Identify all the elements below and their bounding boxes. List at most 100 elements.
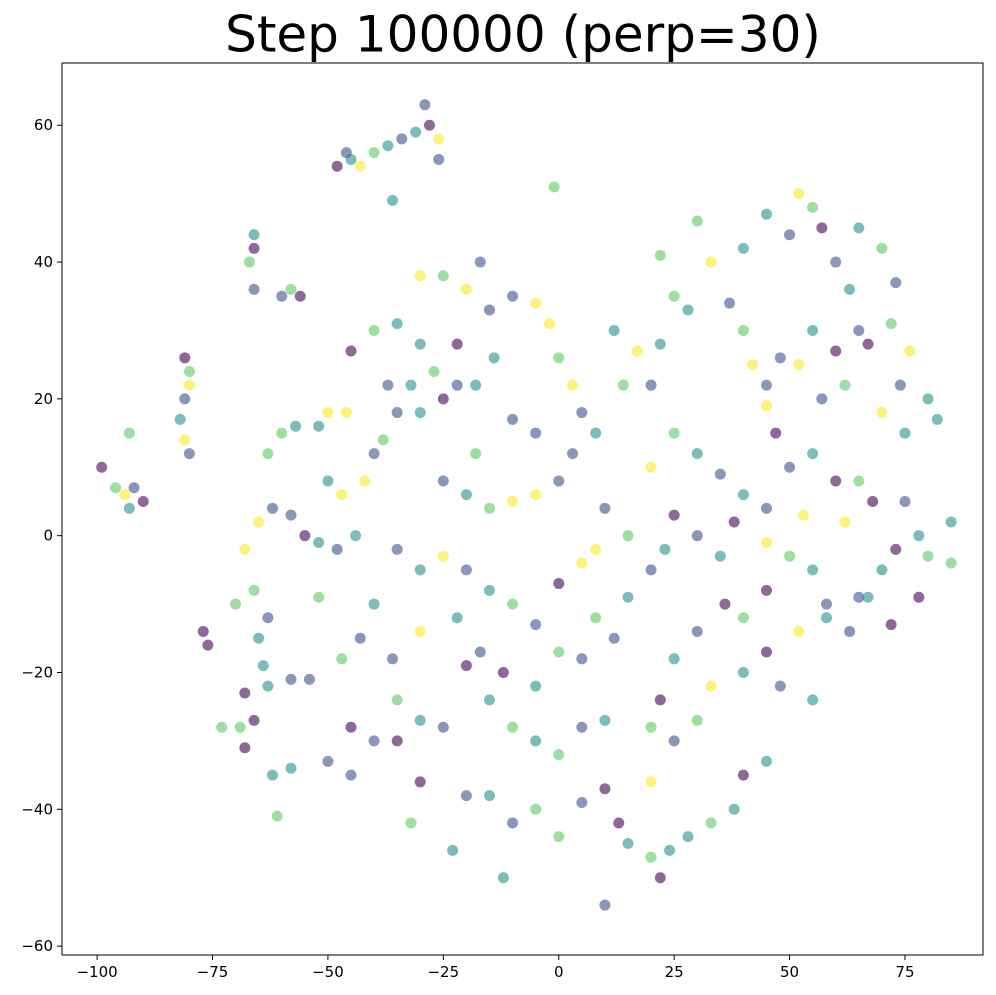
y-tick-label: 60 [34, 116, 53, 134]
point [622, 838, 634, 849]
point [414, 270, 426, 282]
point [645, 461, 657, 473]
point [230, 598, 242, 610]
x-tick-label: 25 [665, 963, 684, 981]
x-tick-label: −25 [427, 963, 459, 981]
point [262, 612, 274, 624]
point [234, 721, 246, 733]
point [202, 639, 214, 651]
point [483, 790, 495, 802]
point [839, 379, 851, 391]
point [807, 201, 819, 213]
point [271, 810, 283, 822]
point [507, 495, 519, 507]
point [507, 721, 519, 733]
point [507, 817, 519, 829]
point [945, 557, 957, 569]
point [460, 660, 472, 672]
point [368, 324, 380, 336]
point [345, 769, 357, 781]
point [899, 495, 911, 507]
point [668, 427, 680, 439]
point [248, 714, 260, 726]
point [654, 694, 666, 706]
point [599, 899, 611, 911]
point [784, 461, 796, 473]
point [257, 660, 269, 672]
point [645, 776, 657, 788]
point [567, 448, 579, 460]
point [391, 735, 403, 747]
plot-frame [61, 62, 984, 956]
point [391, 318, 403, 330]
point [340, 407, 352, 419]
point [248, 242, 260, 254]
point [931, 413, 943, 425]
point [460, 283, 472, 295]
point [853, 475, 865, 487]
x-tick-label: −75 [197, 963, 229, 981]
y-tick-label: 40 [34, 253, 53, 271]
point [530, 735, 542, 747]
point [622, 591, 634, 603]
point [414, 625, 426, 637]
point [807, 564, 819, 576]
x-tick-label: −50 [312, 963, 344, 981]
point [737, 612, 749, 624]
point [423, 119, 435, 131]
point [719, 598, 731, 610]
x-tick-label: 50 [780, 963, 799, 981]
point [654, 338, 666, 350]
point [876, 242, 888, 254]
point [622, 530, 634, 542]
point [668, 509, 680, 521]
point [391, 694, 403, 706]
point [774, 352, 786, 364]
point [913, 530, 925, 542]
point [576, 721, 588, 733]
point [354, 160, 366, 172]
point [553, 831, 565, 843]
point [737, 489, 749, 501]
point [419, 99, 431, 111]
point [179, 393, 191, 405]
point [507, 290, 519, 302]
point [414, 407, 426, 419]
point [631, 345, 643, 357]
point [599, 783, 611, 795]
point [682, 831, 694, 843]
point [885, 619, 897, 631]
point [876, 407, 888, 419]
point [645, 721, 657, 733]
point [474, 646, 486, 658]
point [322, 407, 334, 419]
point [276, 427, 288, 439]
point [530, 427, 542, 439]
point [460, 790, 472, 802]
point [760, 584, 772, 596]
point [760, 379, 772, 391]
point [839, 516, 851, 528]
point [248, 229, 260, 241]
point [313, 591, 325, 603]
point [313, 420, 325, 432]
point [414, 714, 426, 726]
point [862, 338, 874, 350]
point [137, 495, 149, 507]
point [645, 379, 657, 391]
point [460, 564, 472, 576]
point [705, 256, 717, 268]
point [285, 509, 297, 521]
point [705, 817, 717, 829]
point [410, 126, 422, 138]
point [590, 612, 602, 624]
point [239, 687, 251, 699]
point [483, 584, 495, 596]
point [433, 153, 445, 165]
point [368, 598, 380, 610]
point [760, 400, 772, 412]
point [654, 249, 666, 261]
point [820, 612, 832, 624]
point [728, 803, 740, 815]
